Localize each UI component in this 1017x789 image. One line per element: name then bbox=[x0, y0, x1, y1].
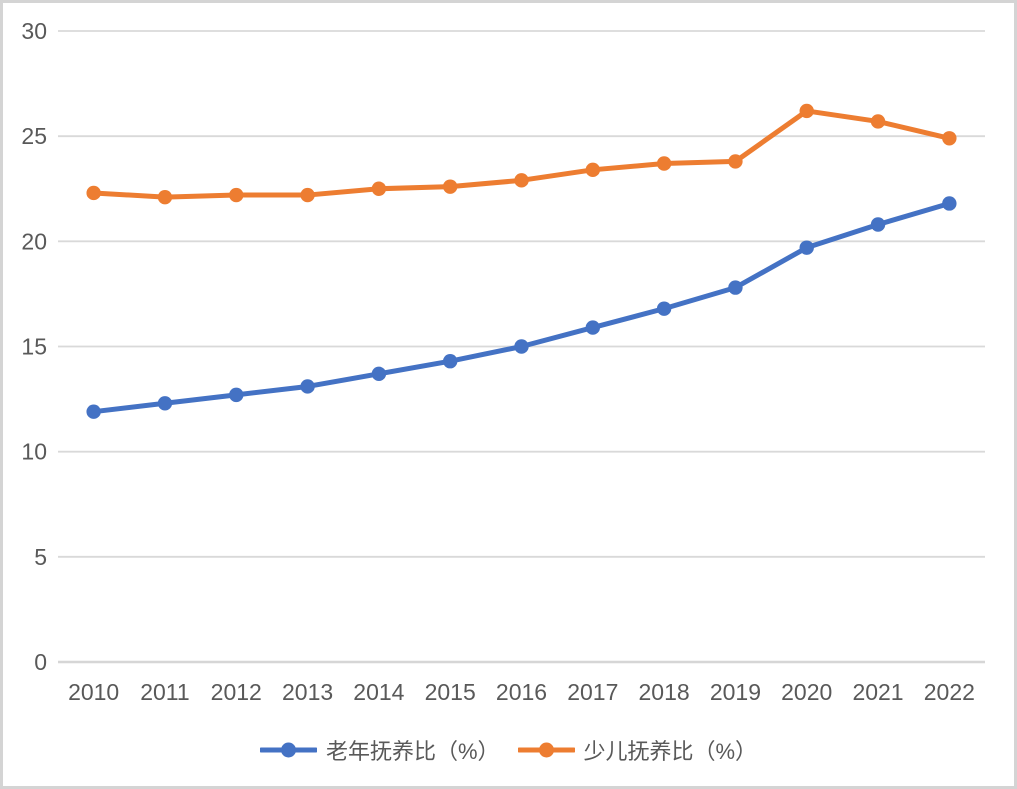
x-tick-label: 2021 bbox=[852, 679, 903, 705]
data-point-marker bbox=[229, 187, 244, 203]
y-tick-label: 10 bbox=[21, 439, 47, 465]
data-point-marker bbox=[157, 189, 173, 205]
series-line bbox=[91, 200, 952, 415]
legend-item-child-ratio: 少儿抚养比（%） bbox=[517, 734, 758, 766]
y-tick-label: 30 bbox=[21, 18, 47, 44]
x-tick-label: 2022 bbox=[924, 679, 975, 705]
data-point-marker bbox=[799, 240, 814, 255]
data-point-marker bbox=[229, 387, 244, 403]
y-tick-label: 15 bbox=[21, 334, 47, 360]
data-point-marker bbox=[585, 162, 601, 178]
data-point-marker bbox=[870, 114, 886, 129]
y-tick-label: 25 bbox=[21, 123, 47, 149]
data-point-marker bbox=[442, 354, 458, 369]
x-tick-label: 2019 bbox=[710, 679, 761, 705]
legend-label-child-ratio: 少儿抚养比（%） bbox=[583, 739, 758, 764]
data-point-marker bbox=[442, 179, 458, 194]
data-point-marker bbox=[157, 396, 173, 411]
data-point-marker bbox=[728, 280, 743, 295]
x-tick-label: 2020 bbox=[781, 679, 832, 705]
x-tick-label: 2014 bbox=[353, 679, 404, 705]
x-tick-label: 2015 bbox=[425, 679, 476, 705]
y-axis-tick-labels: 0 5 10 15 20 25 30 bbox=[21, 18, 47, 675]
gridlines bbox=[58, 30, 985, 664]
data-point-marker bbox=[656, 156, 672, 171]
data-point-marker bbox=[656, 301, 672, 316]
data-point-marker bbox=[585, 320, 601, 335]
x-axis-tick-labels: 2010 2011 2012 2013 2014 2015 2016 2017 2018 2019… bbox=[68, 679, 975, 705]
legend-item-elderly-ratio: 老年抚养比（%） bbox=[259, 734, 500, 766]
data-point-marker bbox=[942, 131, 957, 146]
dependency-ratio-line-chart: 0 5 10 15 20 25 30 2010 2011 2012 2013 2014 2015 2016… bbox=[21, 18, 985, 705]
x-tick-label: 2018 bbox=[639, 679, 690, 705]
x-tick-label: 2011 bbox=[140, 679, 189, 705]
elderly-series-legend-marker-icon bbox=[259, 742, 317, 758]
data-point-marker bbox=[371, 181, 387, 196]
x-tick-label: 2013 bbox=[282, 679, 333, 705]
child-series-legend-marker-icon bbox=[517, 742, 575, 758]
chart-legend: 老年抚养比（%） 少儿抚养比（%） bbox=[3, 734, 1014, 766]
data-point-marker bbox=[300, 379, 315, 394]
data-point-marker bbox=[514, 339, 529, 354]
y-tick-label: 0 bbox=[34, 649, 47, 675]
series-1 bbox=[86, 103, 957, 205]
legend-label-elderly-ratio: 老年抚养比（%） bbox=[325, 739, 500, 764]
data-point-marker bbox=[371, 366, 387, 382]
series-0 bbox=[86, 196, 957, 419]
data-point-marker bbox=[514, 173, 529, 188]
data-point-marker bbox=[870, 217, 886, 232]
x-tick-label: 2010 bbox=[68, 679, 119, 705]
x-tick-label: 2012 bbox=[211, 679, 262, 705]
data-point-marker bbox=[799, 103, 814, 119]
data-point-marker bbox=[728, 154, 743, 169]
x-tick-label: 2016 bbox=[496, 679, 547, 705]
data-point-marker bbox=[300, 187, 315, 203]
x-tick-label: 2017 bbox=[567, 679, 618, 705]
data-point-marker bbox=[86, 185, 101, 201]
data-point-marker bbox=[942, 196, 957, 211]
y-tick-label: 20 bbox=[21, 228, 47, 254]
y-tick-label: 5 bbox=[34, 544, 47, 570]
data-point-marker bbox=[86, 404, 101, 419]
